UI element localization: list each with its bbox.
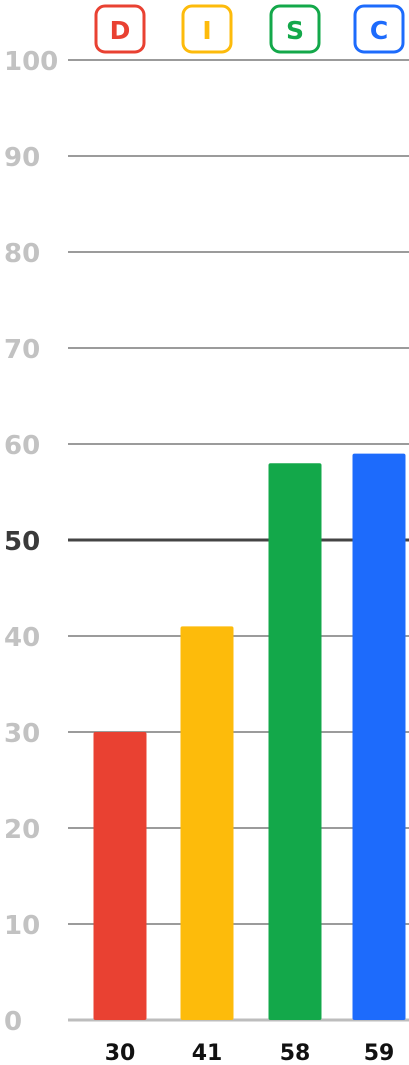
badge-frame — [94, 4, 146, 54]
bars — [93, 453, 406, 1021]
y-tick-label-10: 10 — [4, 911, 40, 941]
y-axis-tick-labels: 0 10 20 30 40 50 60 70 80 90 100 — [4, 47, 58, 1037]
value-labels: 30 41 58 59 — [105, 1041, 395, 1065]
value-label-D: 30 — [105, 1041, 136, 1065]
bar-C — [352, 453, 406, 1021]
y-tick-label-0: 0 — [4, 1007, 22, 1037]
badge-D: D — [94, 4, 146, 54]
y-tick-label-30: 30 — [4, 719, 40, 749]
y-tick-label-100: 100 — [4, 47, 58, 77]
value-label-S: 58 — [280, 1041, 311, 1065]
y-tick-label-40: 40 — [4, 623, 40, 653]
badge-I: I — [181, 4, 233, 54]
badge-S: S — [269, 4, 321, 54]
badge-letter-S: S — [286, 16, 304, 45]
badge-frame — [353, 4, 405, 54]
value-label-C: 59 — [364, 1041, 395, 1065]
y-tick-label-60: 60 — [4, 431, 40, 461]
bar-I — [180, 626, 234, 1020]
badge-letter-D: D — [110, 16, 131, 45]
badge-letter-I: I — [202, 16, 211, 45]
bar-D — [93, 732, 147, 1020]
badge-frame — [181, 4, 233, 54]
value-label-I: 41 — [192, 1041, 223, 1065]
badge-letter-C: C — [370, 16, 388, 45]
y-tick-label-20: 20 — [4, 815, 40, 845]
bar-S — [268, 463, 322, 1020]
y-tick-label-90: 90 — [4, 143, 40, 173]
y-tick-label-50: 50 — [4, 527, 40, 557]
badge-C: C — [353, 4, 405, 54]
y-tick-label-70: 70 — [4, 335, 40, 365]
y-tick-label-80: 80 — [4, 239, 40, 269]
badge-frame — [269, 4, 321, 54]
